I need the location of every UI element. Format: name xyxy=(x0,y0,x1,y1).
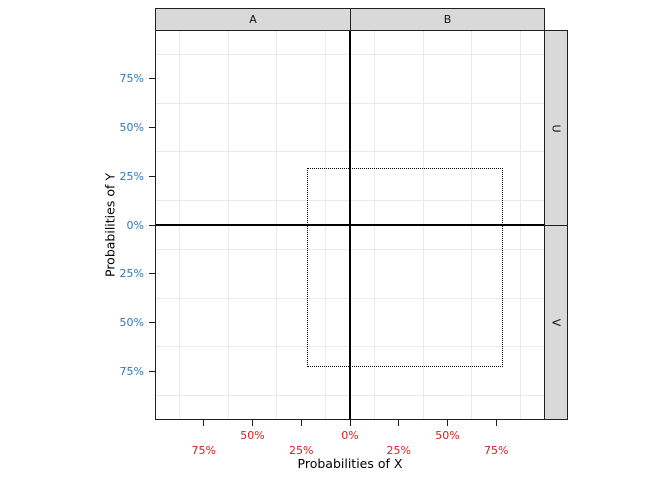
x-axis: 75% 50% 25% 0% 25% 50% 75% xyxy=(155,420,545,470)
facet-strip-right-v: V xyxy=(544,225,568,420)
dotted-rect-annotation xyxy=(307,168,504,368)
x-tick-mark xyxy=(300,420,302,426)
x-tick-mark xyxy=(252,420,253,426)
x-tick-label: 75% xyxy=(191,444,216,457)
facet-strip-top-a: A xyxy=(155,8,351,31)
y-tick-mark xyxy=(149,322,155,323)
y-tick-label: 25% xyxy=(119,169,144,183)
x-tick-label: 75% xyxy=(484,444,509,457)
x-tick-mark xyxy=(349,420,351,426)
x-tick-label: 50% xyxy=(435,429,460,442)
y-tick-label: 75% xyxy=(119,364,144,378)
plot-panel xyxy=(155,30,545,420)
facet-strip-right-v-label: V xyxy=(549,318,563,327)
y-tick-mark xyxy=(149,273,155,275)
x-tick-mark xyxy=(398,420,400,426)
facet-strip-right-u-label: U xyxy=(549,123,563,133)
y-axis-title: Probabilities of Y xyxy=(102,173,118,277)
x-tick-label: 25% xyxy=(386,444,411,457)
y-tick-mark xyxy=(149,175,155,177)
y-tick-mark xyxy=(149,224,155,226)
facet-strip-top-a-label: A xyxy=(249,13,257,26)
facet-strip-top-b-label: B xyxy=(443,13,452,26)
y-tick-mark xyxy=(149,370,155,372)
x-tick-mark xyxy=(203,420,205,426)
y-tick-mark xyxy=(149,127,155,128)
x-tick-mark xyxy=(447,420,448,426)
y-tick-mark xyxy=(149,78,155,80)
x-tick-label: 25% xyxy=(289,444,314,457)
facet-strip-top-b: B xyxy=(350,8,545,31)
x-axis-title: Probabilities of X xyxy=(297,456,403,471)
y-tick-label: 50% xyxy=(119,121,144,134)
x-tick-label: 0% xyxy=(341,429,359,442)
x-tick-label: 50% xyxy=(240,429,265,442)
y-tick-label: 25% xyxy=(119,267,144,281)
y-axis: 75% 50% 25% 0% 25% 50% 75% xyxy=(0,30,155,420)
x-tick-mark xyxy=(495,420,497,426)
zero-hline xyxy=(156,224,544,226)
y-tick-label: 75% xyxy=(119,72,144,86)
y-tick-label: 0% xyxy=(126,218,144,232)
y-tick-label: 50% xyxy=(119,316,144,329)
facet-strip-right-u: U xyxy=(544,30,568,226)
